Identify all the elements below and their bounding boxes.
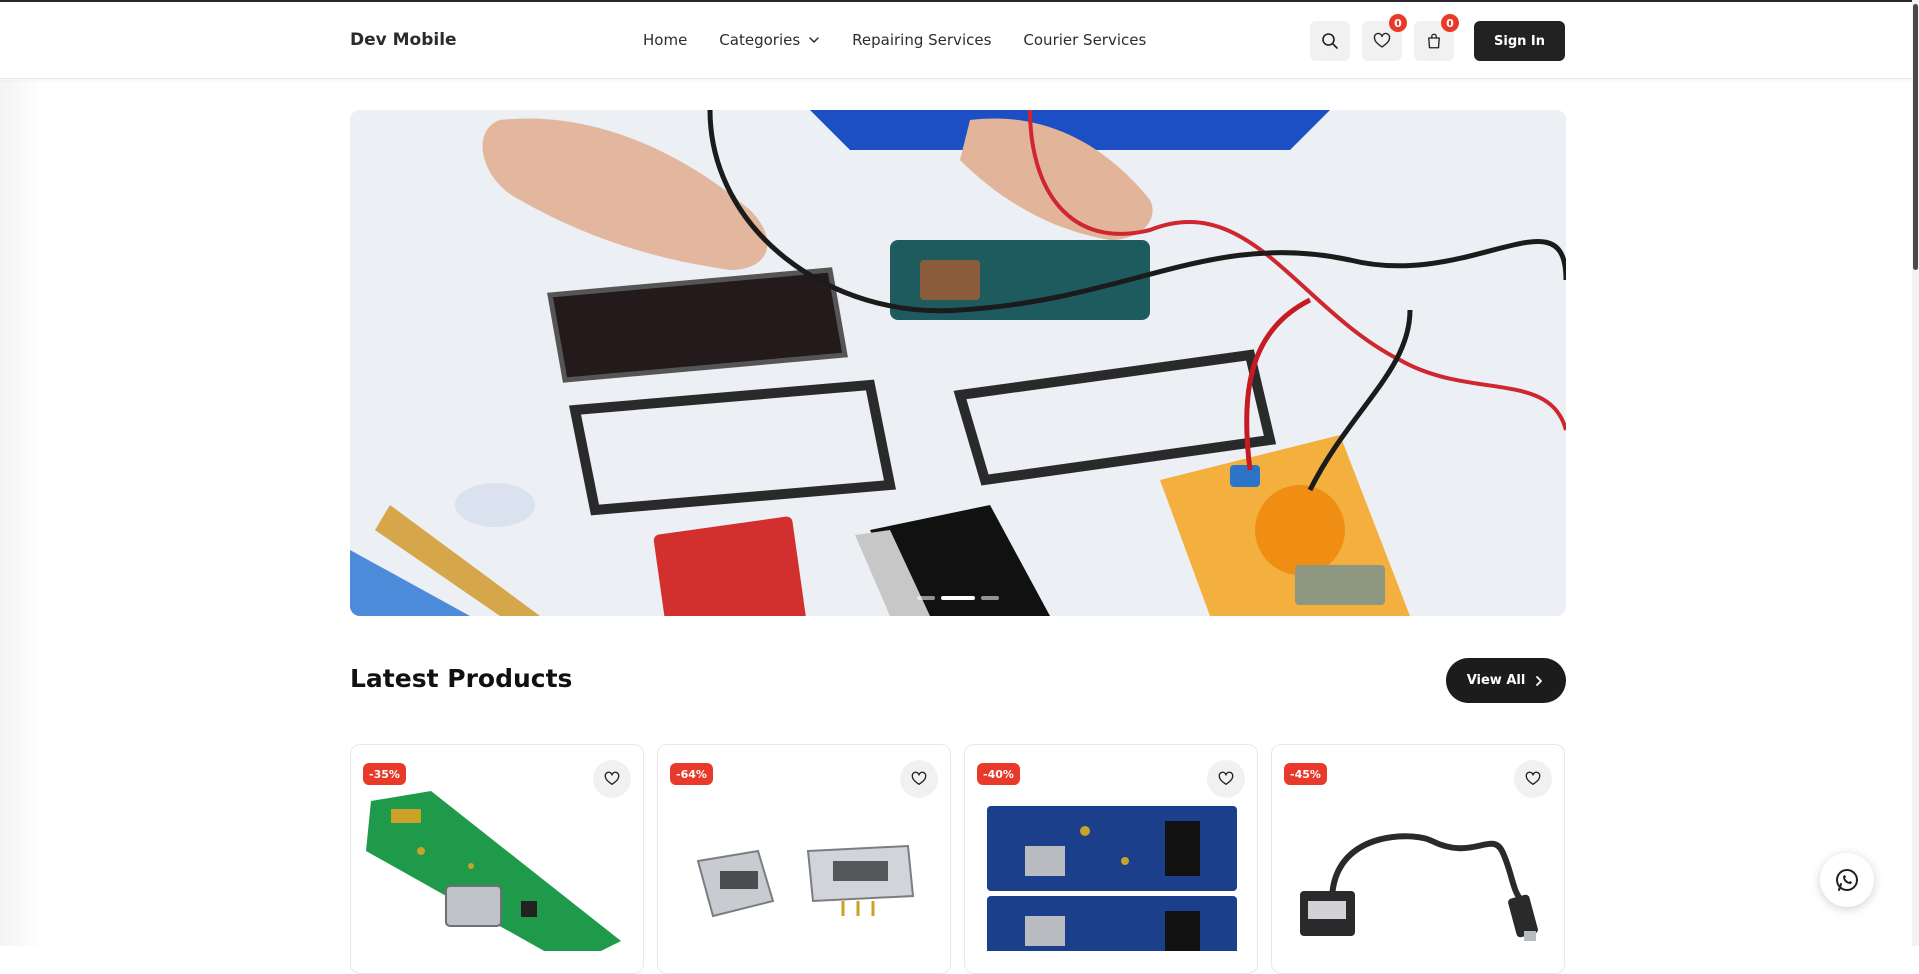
chevron-right-icon [1536,675,1543,686]
product-card[interactable]: -35% [350,744,644,974]
wishlist-toggle[interactable] [1207,760,1245,798]
scrollbar-thumb[interactable] [1913,4,1918,270]
discount-badge: -64% [670,763,713,785]
product-card[interactable]: -45% [1271,744,1565,974]
nav-home[interactable]: Home [643,31,687,49]
hero-banner[interactable] [350,110,1566,616]
sign-in-button[interactable]: Sign In [1474,21,1565,61]
discount-badge: -35% [363,763,406,785]
wishlist-toggle[interactable] [900,760,938,798]
main-nav: Home Categories Repairing Services Couri… [643,31,1178,49]
nav-courier-services[interactable]: Courier Services [1023,31,1146,49]
wishlist-count-badge: 0 [1389,14,1407,32]
search-icon [1322,33,1338,49]
heart-icon [1525,771,1541,785]
discount-badge: -45% [1284,763,1327,785]
cart-button[interactable]: 0 [1414,14,1459,61]
wishlist-button[interactable]: 0 [1362,14,1407,61]
product-image-circuit-board [987,806,1237,951]
carousel-dot-active[interactable] [941,596,975,600]
heart-icon [604,771,620,785]
nav-categories-label: Categories [719,31,801,49]
nav-repairing-services[interactable]: Repairing Services [852,31,991,49]
chevron-down-icon [809,37,819,43]
wishlist-toggle[interactable] [1514,760,1552,798]
nav-repairing-label: Repairing Services [852,31,992,49]
product-grid: -35% -64% [350,744,1565,974]
discount-badge: -40% [977,763,1020,785]
site-header: Dev Mobile Home Categories Repairing Ser… [0,2,1919,79]
carousel-dot[interactable] [981,596,999,600]
hero-image [350,110,1566,616]
heart-icon [1373,32,1391,48]
product-card[interactable]: -40% [964,744,1258,974]
left-edge-shade [0,80,44,946]
product-card[interactable]: -64% [657,744,951,974]
product-image-charging-board [366,791,621,951]
cart-count-badge: 0 [1441,14,1459,32]
nav-courier-label: Courier Services [1023,31,1147,49]
nav-categories[interactable]: Categories [719,31,820,49]
heart-icon [1218,771,1234,785]
whatsapp-chat-button[interactable] [1820,853,1874,907]
top-border [0,0,1919,2]
carousel-dot[interactable] [917,596,935,600]
whatsapp-icon [1836,869,1858,891]
view-all-label: View All [1466,673,1526,688]
product-image-usb-connector [696,844,915,918]
carousel-dots [350,596,1566,600]
site-logo[interactable]: Dev Mobile [350,30,457,50]
wishlist-toggle[interactable] [593,760,631,798]
scrollbar-track[interactable] [1912,0,1919,946]
product-image-otg-cable [1300,833,1538,941]
nav-home-label: Home [643,31,688,49]
latest-products-title: Latest Products [350,664,573,693]
view-all-button[interactable]: View All [1446,658,1566,703]
search-button[interactable] [1310,21,1350,61]
heart-icon [911,771,927,785]
shopping-bag-icon [1428,33,1440,49]
